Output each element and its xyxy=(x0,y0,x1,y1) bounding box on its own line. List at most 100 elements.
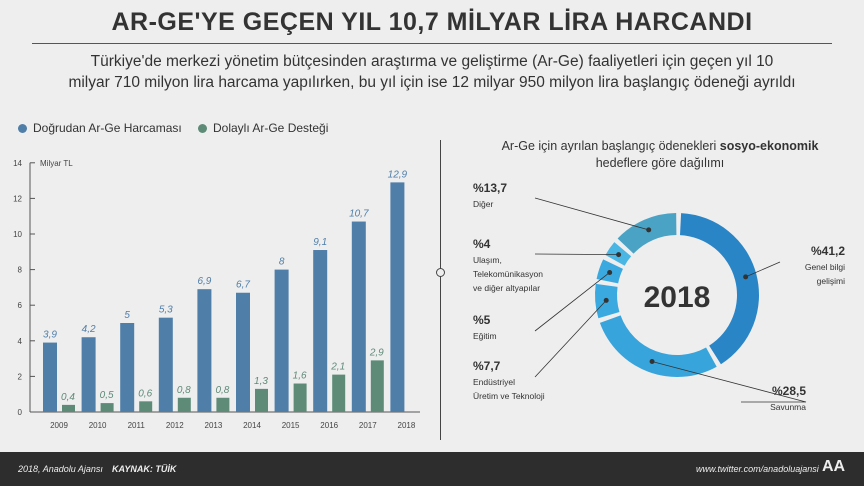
x-tick-label: 2012 xyxy=(166,421,184,430)
slice-label: Telekomünikasyon xyxy=(473,269,543,279)
slice-marker xyxy=(616,252,622,258)
bar-indirect xyxy=(177,397,191,412)
x-tick-label: 2016 xyxy=(320,421,338,430)
bar-direct xyxy=(351,221,366,412)
y-axis-label: Milyar TL xyxy=(40,159,73,168)
bar-label-direct: 10,7 xyxy=(349,209,369,220)
donut-slice xyxy=(679,213,759,365)
bar-indirect xyxy=(62,404,75,412)
donut-slice xyxy=(599,315,717,377)
slice-label: Eğitim xyxy=(473,331,497,341)
slice-percent: %5 xyxy=(473,313,491,327)
bar-label-indirect: 0,6 xyxy=(138,388,152,399)
bar-indirect xyxy=(216,397,230,412)
bar-indirect xyxy=(293,383,307,412)
leader-line xyxy=(651,361,807,403)
bar-direct xyxy=(274,269,289,412)
bar-label-direct: 5 xyxy=(124,310,130,321)
pie-title-line2: hedeflere göre dağılımı xyxy=(595,156,725,170)
donut-slice xyxy=(617,213,677,254)
bar-label-direct: 5,3 xyxy=(159,305,173,316)
x-tick-label: 2015 xyxy=(282,421,300,430)
slice-label: ve diğer altyapılar xyxy=(473,283,540,293)
leader-line xyxy=(534,272,610,332)
legend-swatch xyxy=(18,123,27,133)
leader-line xyxy=(534,300,607,378)
pie-title: Ar-Ge için ayrılan başlangıç ödenekleri … xyxy=(490,138,830,172)
y-tick-label: 10 xyxy=(13,230,22,239)
bar-label-direct: 12,9 xyxy=(388,169,408,180)
bar-label-indirect: 1,3 xyxy=(254,376,268,387)
pie-title-bold: sosyo-ekonomik xyxy=(719,139,819,153)
x-tick-label: 2017 xyxy=(359,421,377,430)
footer-credit: 2018, Anadolu Ajansı xyxy=(18,464,103,474)
x-tick-label: 2010 xyxy=(89,421,107,430)
slice-label: Diğer xyxy=(473,199,493,209)
bar-direct xyxy=(236,292,250,412)
bar-label-direct: 6,7 xyxy=(236,280,250,291)
y-tick-label: 2 xyxy=(18,372,23,381)
bar-direct xyxy=(120,323,135,412)
bar-direct xyxy=(313,250,328,412)
bar-label-direct: 8 xyxy=(279,257,285,268)
bar-label-indirect: 1,6 xyxy=(293,371,307,382)
y-tick-label: 6 xyxy=(18,301,23,310)
bar-label-indirect: 2,1 xyxy=(330,362,345,373)
x-tick-label: 2014 xyxy=(243,421,261,430)
x-tick-label: 2009 xyxy=(50,421,68,430)
y-tick-label: 0 xyxy=(18,408,23,417)
bar-indirect xyxy=(370,360,384,412)
legend-swatch xyxy=(198,123,207,133)
x-tick-label: 2013 xyxy=(205,421,223,430)
donut-center-label: 2018 xyxy=(644,281,711,314)
bar-indirect xyxy=(139,401,153,412)
y-tick-label: 14 xyxy=(13,159,22,168)
bar-label-direct: 4,2 xyxy=(82,324,96,335)
bar-label-direct: 9,1 xyxy=(313,237,327,248)
aa-logo-icon: AA xyxy=(822,458,846,475)
subtitle: Türkiye'de merkezi yönetim bütçesinden a… xyxy=(20,51,844,93)
y-tick-label: 12 xyxy=(13,194,22,203)
divider xyxy=(440,140,441,440)
bar-direct xyxy=(390,182,405,412)
leader-line xyxy=(534,253,619,255)
legend-label: Doğrudan Ar-Ge Harcaması xyxy=(33,121,182,135)
bar-label-indirect: 0,8 xyxy=(215,385,229,396)
slice-label: Ulaşım, xyxy=(473,255,502,265)
y-tick-label: 8 xyxy=(18,266,23,275)
slice-percent: %28,5 xyxy=(772,384,806,398)
bar-indirect xyxy=(332,374,346,412)
legend-indirect: Dolaylı Ar-Ge Desteği xyxy=(198,121,328,135)
leader-line xyxy=(534,197,649,231)
footer: 2018, Anadolu Ajansı KAYNAK: TÜİK www.tw… xyxy=(0,452,864,486)
bar-direct xyxy=(197,289,212,412)
page-title: AR-GE'YE GEÇEN YIL 10,7 MİLYAR LİRA HARC… xyxy=(111,8,753,36)
slice-label: Savunma xyxy=(770,402,806,412)
title-rule xyxy=(32,43,832,44)
bar-label-indirect: 0,4 xyxy=(61,392,75,403)
slice-label: Üretim ve Teknoloji xyxy=(473,391,545,401)
footer-source: KAYNAK: TÜİK xyxy=(112,464,177,474)
legend-direct: Doğrudan Ar-Ge Harcaması xyxy=(18,121,182,135)
bar-indirect xyxy=(100,403,114,412)
x-tick-label: 2018 xyxy=(398,421,416,430)
slice-label: gelişimi xyxy=(817,276,845,286)
x-tick-label: 2011 xyxy=(128,421,146,430)
subtitle-line-2: milyar 710 milyon lira harcama yapılırke… xyxy=(68,74,796,91)
slice-percent: %41,2 xyxy=(811,244,845,258)
footer-twitter[interactable]: www.twitter.com/anadoluajansi xyxy=(696,464,819,474)
slice-percent: %7,7 xyxy=(473,359,501,373)
subtitle-line-1: Türkiye'de merkezi yönetim bütçesinden a… xyxy=(90,53,774,70)
leader-line xyxy=(745,261,781,278)
y-tick-label: 4 xyxy=(18,337,23,346)
bar-label-indirect: 2,9 xyxy=(369,347,384,358)
slice-percent: %4 xyxy=(473,237,491,251)
bar-label-indirect: 0,8 xyxy=(177,385,191,396)
slice-label: Endüstriyel xyxy=(473,377,515,387)
slice-label: Genel bilgi xyxy=(805,262,845,272)
bar-indirect xyxy=(255,388,268,412)
slice-percent: %13,7 xyxy=(473,181,507,195)
bar-label-direct: 6,9 xyxy=(197,276,211,287)
bar-direct xyxy=(43,342,57,412)
